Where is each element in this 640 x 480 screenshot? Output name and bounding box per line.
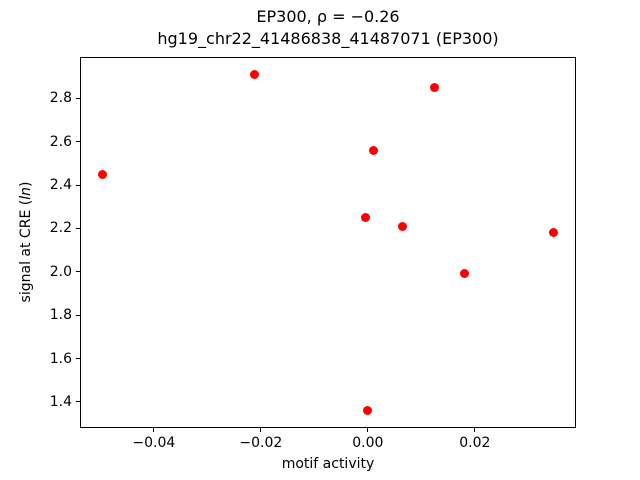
- x-tick-label: −0.04: [132, 435, 176, 451]
- y-tick-mark: [76, 358, 80, 360]
- x-tick-mark: [153, 428, 155, 432]
- y-tick-mark: [76, 401, 80, 403]
- x-tick-label: 0.02: [459, 435, 491, 451]
- data-point: [549, 228, 559, 238]
- data-point: [97, 169, 107, 179]
- data-point: [429, 82, 439, 92]
- y-tick-mark: [76, 227, 80, 229]
- data-point: [368, 145, 378, 155]
- y-tick-label: 2.0: [49, 263, 72, 280]
- data-point: [361, 213, 371, 223]
- y-tick-label: 2.4: [49, 177, 72, 193]
- y-tick-label: 1.8: [49, 307, 72, 324]
- chart-title: EP300, ρ = −0.26 hg19_chr22_41486838_414…: [80, 6, 576, 50]
- data-point: [363, 406, 373, 416]
- y-tick-mark: [76, 184, 80, 186]
- chart-title-line2: hg19_chr22_41486838_41487071 (EP300): [157, 29, 499, 48]
- x-tick-label: −0.02: [239, 435, 283, 451]
- y-tick-label: 2.2: [49, 220, 72, 237]
- y-tick-mark: [76, 141, 80, 143]
- y-tick-mark: [76, 271, 80, 273]
- x-tick-mark: [260, 428, 262, 432]
- y-tick-label: 1.6: [49, 350, 72, 367]
- y-axis-label: signal at CRE (ln): [18, 182, 34, 303]
- y-axis-label-prefix: signal at CRE (: [18, 199, 34, 303]
- chart-title-line1: EP300, ρ = −0.26: [256, 7, 400, 26]
- data-point: [249, 69, 259, 79]
- plot-area: [80, 57, 576, 428]
- y-tick-label: 1.4: [49, 393, 72, 410]
- y-tick-mark: [76, 97, 80, 99]
- data-point: [398, 221, 408, 231]
- y-tick-label: 2.6: [49, 133, 72, 150]
- data-point: [460, 269, 470, 279]
- y-axis-label-suffix: ): [18, 181, 34, 188]
- y-tick-mark: [76, 314, 80, 316]
- x-tick-label: 0.00: [352, 435, 384, 451]
- y-tick-label: 2.8: [49, 90, 72, 107]
- x-tick-mark: [474, 428, 476, 432]
- y-axis-label-italic: ln: [18, 187, 34, 200]
- x-axis-label: motif activity: [281, 456, 375, 472]
- x-tick-mark: [367, 428, 369, 432]
